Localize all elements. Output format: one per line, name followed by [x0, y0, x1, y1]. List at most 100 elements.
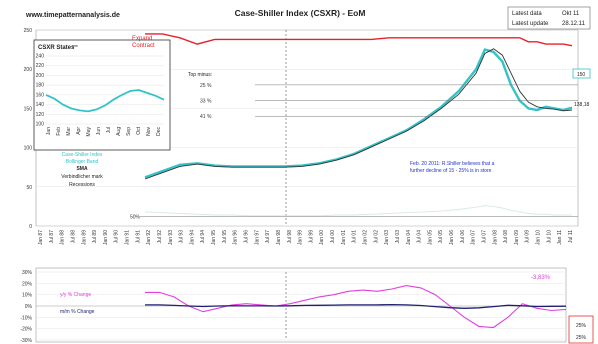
inset-x-tick: Feb [56, 127, 62, 136]
expand-label: Expand [132, 36, 152, 42]
main-x-tick: Jan 91 [125, 230, 131, 245]
bottom-y-tick: -20% [20, 327, 32, 333]
inset-x-tick: Oct [136, 126, 142, 134]
legend-bollinger: Bollinger Band [66, 159, 99, 165]
legend-yy-change: y/y % Change [60, 292, 91, 298]
main-x-tick: Jul 95 [222, 230, 228, 244]
reference-line-label: 33 % [200, 99, 212, 105]
inset-x-tick: Sep [126, 127, 132, 136]
main-x-tick: Jan 88 [60, 230, 66, 245]
main-x-tick: Jan 87 [38, 230, 44, 245]
inset-subtitle: *** [72, 45, 78, 51]
inset-x-tick: May [86, 127, 92, 137]
main-x-tick: Jul 90 [114, 230, 120, 244]
main-x-tick: Jul 00 [330, 230, 336, 244]
legend-mm-change: m/m % Change [60, 309, 95, 315]
inset-y-tick: 200 [36, 73, 45, 79]
inset-y-tick: 180 [36, 83, 45, 89]
website-label: www.timepatternanalysis.de [25, 12, 120, 19]
main-x-tick: Jul 96 [244, 230, 250, 244]
main-x-tick: Jan 03 [384, 230, 390, 245]
bottom-series-line [145, 303, 567, 309]
bottom-y-tick: 20% [22, 281, 33, 287]
main-y-tick: 50 [26, 185, 32, 191]
main-y-tick: 0 [29, 224, 32, 230]
main-y-tick: 200 [24, 67, 33, 73]
bottom-y-tick: 0% [25, 304, 33, 310]
main-x-tick: Jul 06 [460, 230, 466, 244]
inset-x-tick: Aug [116, 127, 122, 136]
main-x-tick: Jan 98 [276, 230, 282, 245]
main-x-tick: Jan 94 [189, 230, 195, 245]
inset-x-tick: Dec [156, 127, 162, 136]
main-x-tick: Jul 01 [352, 230, 358, 244]
series-line-expand-contract [145, 33, 573, 47]
series-line-recessions [144, 205, 572, 217]
main-x-tick: Jan 93 [168, 230, 174, 245]
main-x-tick: Jul 89 [92, 230, 98, 244]
main-x-tick: Jan 01 [341, 230, 347, 245]
main-y-tick: 250 [24, 28, 33, 34]
main-x-tick: Jul 91 [135, 230, 141, 244]
legend-recessions: Recessions [69, 182, 95, 188]
main-legend: Case-Shiller Index Bollinger Band SMA Ve… [61, 152, 103, 188]
latest-update-value: 28.12.11 [562, 21, 586, 27]
shiller-note: Feb. 20 2011: R.Shiller believes that a … [410, 161, 496, 174]
main-x-tick: Jul 04 [417, 230, 423, 244]
inset-y-tick: 120 [36, 112, 45, 118]
legend-sma: SMA [76, 166, 88, 172]
main-x-tick: Jan 99 [298, 230, 304, 245]
main-x-tick: Jan 96 [233, 230, 239, 245]
inset-chart: CSXR States *** 240 220 200 180 160 140 120 100… [33, 39, 171, 151]
shiller-note-line-1: Feb. 20 2011: R.Shiller believes that a [410, 161, 495, 167]
latest-update-label: Latest update [512, 21, 549, 27]
main-x-tick: Jan 09 [514, 230, 520, 245]
inset-x-tick: Jan [46, 127, 52, 135]
main-y-tick: 150 [24, 106, 33, 112]
main-x-tick: Jan 92 [146, 230, 152, 245]
bottom-plot: 30% 20% 10% 0% -10% -20% -30% [20, 267, 567, 344]
bottom-y-tick: 10% [22, 293, 33, 299]
main-x-tick: Jul 97 [265, 230, 271, 244]
main-x-tick: Jan 95 [211, 230, 217, 245]
main-x-tick: Jul 02 [373, 230, 379, 244]
inset-x-tick: Mar [66, 127, 72, 136]
legend-mark: Verbindlicher mark [61, 174, 103, 180]
main-x-tick: Jan 04 [406, 230, 412, 245]
main-x-tick: Jan 89 [81, 230, 87, 245]
bottom-series-line [145, 285, 567, 329]
main-x-tick: Jul 92 [157, 230, 163, 244]
chart-title: Case-Shiller Index (CSXR) - EoM [235, 8, 366, 18]
series-line-case-shiller-index [144, 48, 573, 179]
inset-x-tick: Jul [106, 127, 112, 133]
main-x-tick: Jul 03 [395, 230, 401, 244]
main-x-tick: Jan 07 [471, 230, 477, 245]
main-x-tick: Jan 11 [557, 230, 563, 245]
reference-line-label: 25 % [200, 83, 212, 89]
bottom-last-value: -3,83% [531, 275, 551, 281]
main-x-tick: Jul 08 [503, 230, 509, 244]
main-x-tick: Jan 02 [362, 230, 368, 245]
inset-y-tick: 140 [36, 102, 45, 108]
main-x-tick: Jul 94 [200, 230, 206, 244]
box-value-2: 25% [576, 335, 587, 341]
main-x-tick: Jan 10 [536, 230, 542, 245]
end-value-right: 138,18 [574, 102, 590, 108]
main-x-tick: Jan 90 [103, 230, 109, 245]
main-x-tick: Jan 05 [427, 230, 433, 245]
main-x-tick: Jul 87 [49, 230, 55, 244]
inset-x-tick: Nov [146, 127, 152, 136]
main-x-tick: Jan 08 [492, 230, 498, 245]
inset-y-tick: 100 [36, 122, 45, 128]
box-value-1: 25% [576, 323, 587, 329]
series-line-bollinger-band [144, 48, 573, 180]
main-x-tick: Jul 99 [308, 230, 314, 244]
reference-line-label: 41 % [200, 114, 212, 120]
inset-title: CSXR States [38, 45, 75, 51]
legend-case-shiller: Case-Shiller Index [62, 152, 103, 158]
bottom-y-tick: 30% [22, 270, 33, 276]
inset-x-tick: Apr [76, 127, 82, 135]
bottom-value-box: 25% 25% [568, 315, 594, 344]
shiller-note-line-2: further decline of 15 - 25% is in store [410, 168, 492, 174]
latest-data-label: Latest data [512, 11, 542, 17]
